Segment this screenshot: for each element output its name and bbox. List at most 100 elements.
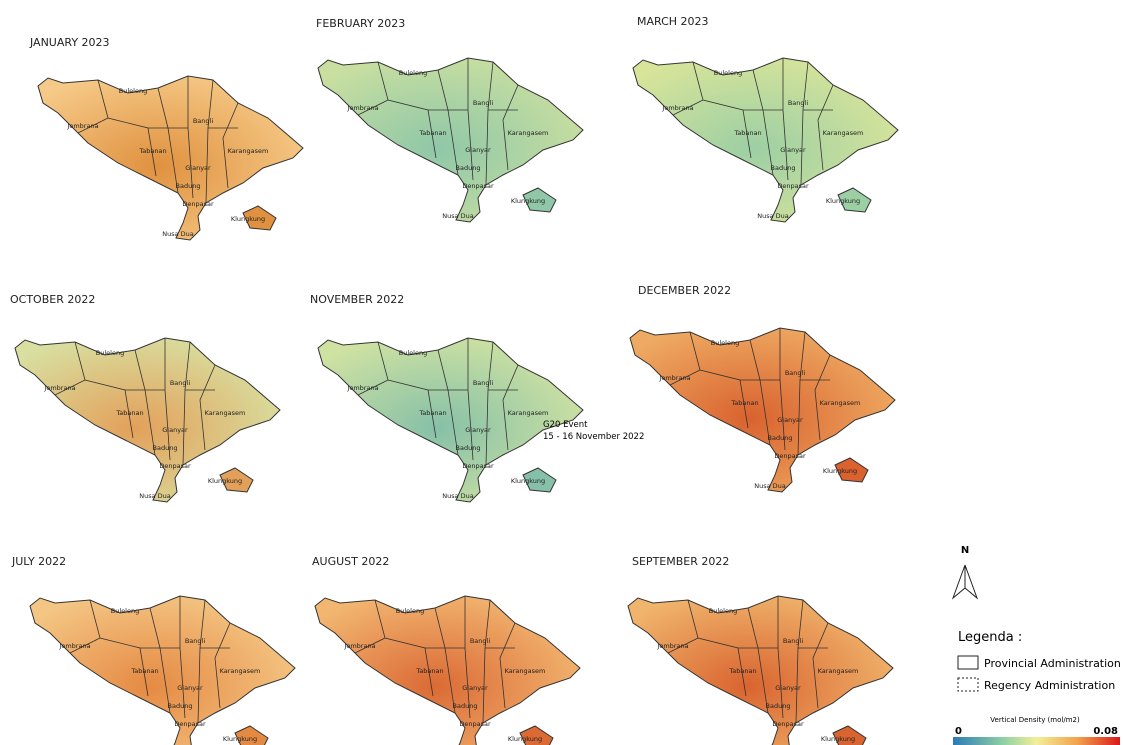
region-label: Bangli (783, 637, 803, 645)
region-label: Bangli (193, 117, 213, 125)
region-label: Bangli (788, 99, 808, 107)
regency-border (672, 99, 704, 116)
region-label: Gianyar (177, 684, 203, 692)
map: Buleleng Jembrana Tabanan Bangli Karangasem G… (37, 75, 304, 241)
region-label: Buleleng (399, 349, 427, 357)
island-shape (37, 75, 304, 241)
region-label: Klungkung (511, 477, 545, 485)
regency-border (357, 379, 389, 396)
color-scale (953, 737, 1120, 745)
region-label: Gianyar (162, 426, 188, 434)
regency-border (669, 369, 701, 386)
region-label: Bangli (473, 99, 493, 107)
region-label: Bangli (185, 637, 205, 645)
region-label: Badung (153, 444, 178, 452)
region-label: Karangasem (820, 399, 861, 407)
region-label: Nusa Dua (442, 212, 474, 220)
nusa-penida (522, 187, 557, 213)
north-arrow: N (951, 545, 979, 600)
regency-border (502, 84, 519, 171)
region-label: Klungkung (821, 735, 855, 743)
regency-border (689, 331, 749, 429)
annotation: G20 Event (543, 420, 588, 430)
region-label: Nusa Dua (162, 230, 194, 238)
regency-border (667, 637, 699, 654)
legend-item: Regency Administration (984, 679, 1115, 692)
legend-item: Provincial Administration (984, 657, 1121, 670)
region-label: Tabanan (138, 147, 166, 155)
panel-title: JANUARY 2023 (29, 36, 110, 49)
region-label: Jembrana (658, 374, 690, 382)
region-label: Bangli (170, 379, 190, 387)
map: Buleleng Jembrana Tabanan Bangli Karangasem G… (629, 327, 896, 493)
region-label: Denpasar (174, 720, 206, 728)
region-label: Bangli (473, 379, 493, 387)
panel-title: MARCH 2023 (637, 15, 709, 28)
regency-border (817, 84, 834, 171)
region-label: Denpasar (159, 462, 191, 470)
region-label: Buleleng (119, 87, 147, 95)
map: Buleleng Jembrana Tabanan Bangli Karangasem G… (317, 337, 584, 503)
region-label: Tabanan (730, 399, 758, 407)
region-label: Jembrana (58, 642, 90, 650)
regency-border (222, 102, 239, 189)
regency-border (812, 622, 829, 709)
regency-border (214, 622, 231, 709)
panel-title: NOVEMBER 2022 (310, 293, 404, 306)
regency-border (357, 99, 389, 116)
map: Buleleng Jembrana Tabanan Bangli Karangasem G… (632, 57, 899, 223)
island-shape (627, 595, 894, 745)
region-label: Karangasem (818, 667, 859, 675)
region-label: Klungkung (823, 467, 857, 475)
panel-title: OCTOBER 2022 (10, 293, 95, 306)
region-label: Tabanan (115, 409, 143, 417)
region-label: Jembrana (66, 122, 98, 130)
region-label: Gianyar (777, 416, 803, 424)
regency-border (377, 61, 437, 159)
region-label: Jembrana (343, 642, 375, 650)
regency-border (69, 637, 101, 654)
region-label: Gianyar (465, 146, 491, 154)
region-label: Karangasem (220, 667, 261, 675)
region-label: Badung (456, 164, 481, 172)
region-label: Nusa Dua (139, 492, 171, 500)
region-label: Gianyar (775, 684, 801, 692)
region-label: Gianyar (780, 146, 806, 154)
region-label: Buleleng (399, 69, 427, 77)
regency-border (502, 364, 519, 451)
region-label: Karangasem (205, 409, 246, 417)
regency-border (89, 599, 149, 697)
scale-max: 0.08 (1093, 726, 1118, 737)
region-label: Denpasar (462, 182, 494, 190)
nusa-penida (834, 457, 869, 483)
scale-min: 0 (955, 726, 962, 737)
region-label: Tabanan (418, 129, 446, 137)
regency-swatch (957, 677, 979, 692)
region-label: Tabanan (418, 409, 446, 417)
region-label: Karangasem (508, 129, 549, 137)
panel-title: SEPTEMBER 2022 (632, 555, 729, 568)
region-label: Nusa Dua (757, 212, 789, 220)
regency-border (199, 364, 216, 451)
region-label: Karangasem (508, 409, 549, 417)
regency-border (377, 341, 437, 439)
region-label: Badung (176, 182, 201, 190)
panel-title: DECEMBER 2022 (638, 284, 731, 297)
nusa-penida (242, 205, 277, 231)
region-label: Denpasar (462, 462, 494, 470)
region-label: Tabanan (130, 667, 158, 675)
region-label: Klungkung (231, 215, 265, 223)
region-label: Klungkung (223, 735, 257, 743)
region-label: Tabanan (415, 667, 443, 675)
regency-border (374, 599, 434, 697)
region-label: Tabanan (728, 667, 756, 675)
region-label: Karangasem (823, 129, 864, 137)
region-label: Buleleng (111, 607, 139, 615)
scale-title: Vertical Density (mol/m2) (990, 716, 1080, 724)
region-label: Klungkung (208, 477, 242, 485)
regency-border (687, 599, 747, 697)
regency-border (74, 341, 134, 439)
region-label: Buleleng (714, 69, 742, 77)
region-label: Nusa Dua (442, 492, 474, 500)
regency-border (77, 117, 109, 134)
